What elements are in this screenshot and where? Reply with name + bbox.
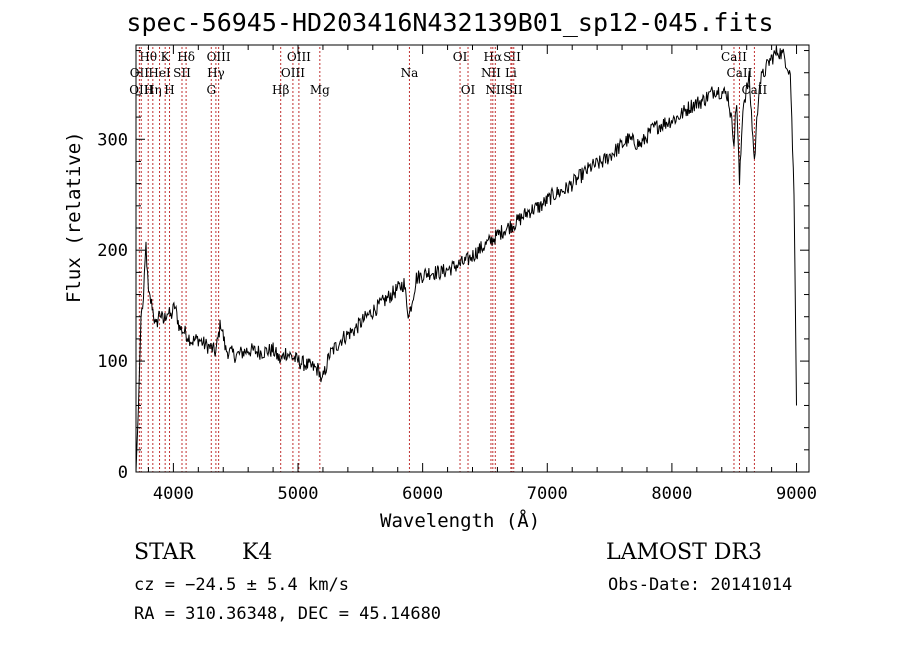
x-tick-label: 7000: [527, 484, 568, 504]
redshift-text: cz = −24.5 ± 5.4 km/s: [134, 575, 349, 595]
chart-title: spec-56945-HD203416N432139B01_sp12-045.f…: [126, 8, 774, 37]
y-tick-label: 300: [97, 130, 128, 150]
coordinates: RA = 310.36348, DEC = 45.14680: [134, 604, 442, 624]
flux-line: [135, 45, 797, 473]
spectral-line-label: OIII: [129, 83, 153, 97]
spectral-line-label: Hδ: [177, 50, 195, 64]
spectral-line-label: CaII: [727, 66, 753, 80]
y-tick-label: 100: [97, 352, 128, 372]
spectral-line-label: OI: [461, 83, 476, 97]
spectral-line-label: Hα: [484, 50, 503, 64]
x-tick-label: 9000: [776, 484, 817, 504]
spectral-line-label: Hη: [144, 83, 162, 97]
x-tick-label: 8000: [651, 484, 692, 504]
x-tick-label: 4000: [153, 484, 194, 504]
spectral-line-label: NII: [485, 83, 505, 97]
spectral-line-label: Li: [505, 66, 517, 80]
spectral-line-label: Hγ: [207, 66, 225, 80]
spectral-line-label: OIII: [287, 50, 311, 64]
spectral-line-label: Na: [401, 66, 419, 80]
y-tick-label: 200: [97, 241, 128, 261]
x-tick-label: 6000: [402, 484, 443, 504]
spectral-line-label: OI: [453, 50, 468, 64]
spectral-line-label: G: [206, 83, 216, 97]
spectral-line-label: OIII: [207, 50, 231, 64]
spectral-line-label: HeI: [148, 66, 171, 80]
object-subclass: K4: [242, 540, 273, 565]
spectral-line-label: Hβ: [272, 83, 289, 97]
spectral-line-label: Hθ: [139, 50, 157, 64]
spectral-line-label: SII: [503, 50, 521, 64]
y-tick-label: 0: [118, 463, 128, 483]
x-axis-label: Wavelength (Å): [380, 510, 541, 532]
axes: 4000 5000 6000 7000 8000 9000 0 100 200 300: [97, 44, 817, 504]
spectral-line-label: SII: [505, 83, 523, 97]
y-axis-label: Flux (relative): [63, 131, 85, 303]
survey-name: LAMOST DR3: [606, 540, 762, 565]
flux-series: [135, 45, 797, 473]
spectral-line-label: NII: [481, 66, 501, 80]
x-tick-label: 5000: [278, 484, 319, 504]
spectral-line-label: SII: [173, 66, 191, 80]
spectral-line-label: H: [164, 83, 174, 97]
obs-date: Obs-Date: 20141014: [608, 575, 793, 595]
spectral-line-label: CaII: [721, 50, 747, 64]
object-class: STAR: [134, 540, 195, 565]
spectral-line-label: OIII: [281, 66, 305, 80]
spectral-line-label: Mg: [310, 83, 330, 97]
spectral-line-label: K: [161, 50, 171, 64]
